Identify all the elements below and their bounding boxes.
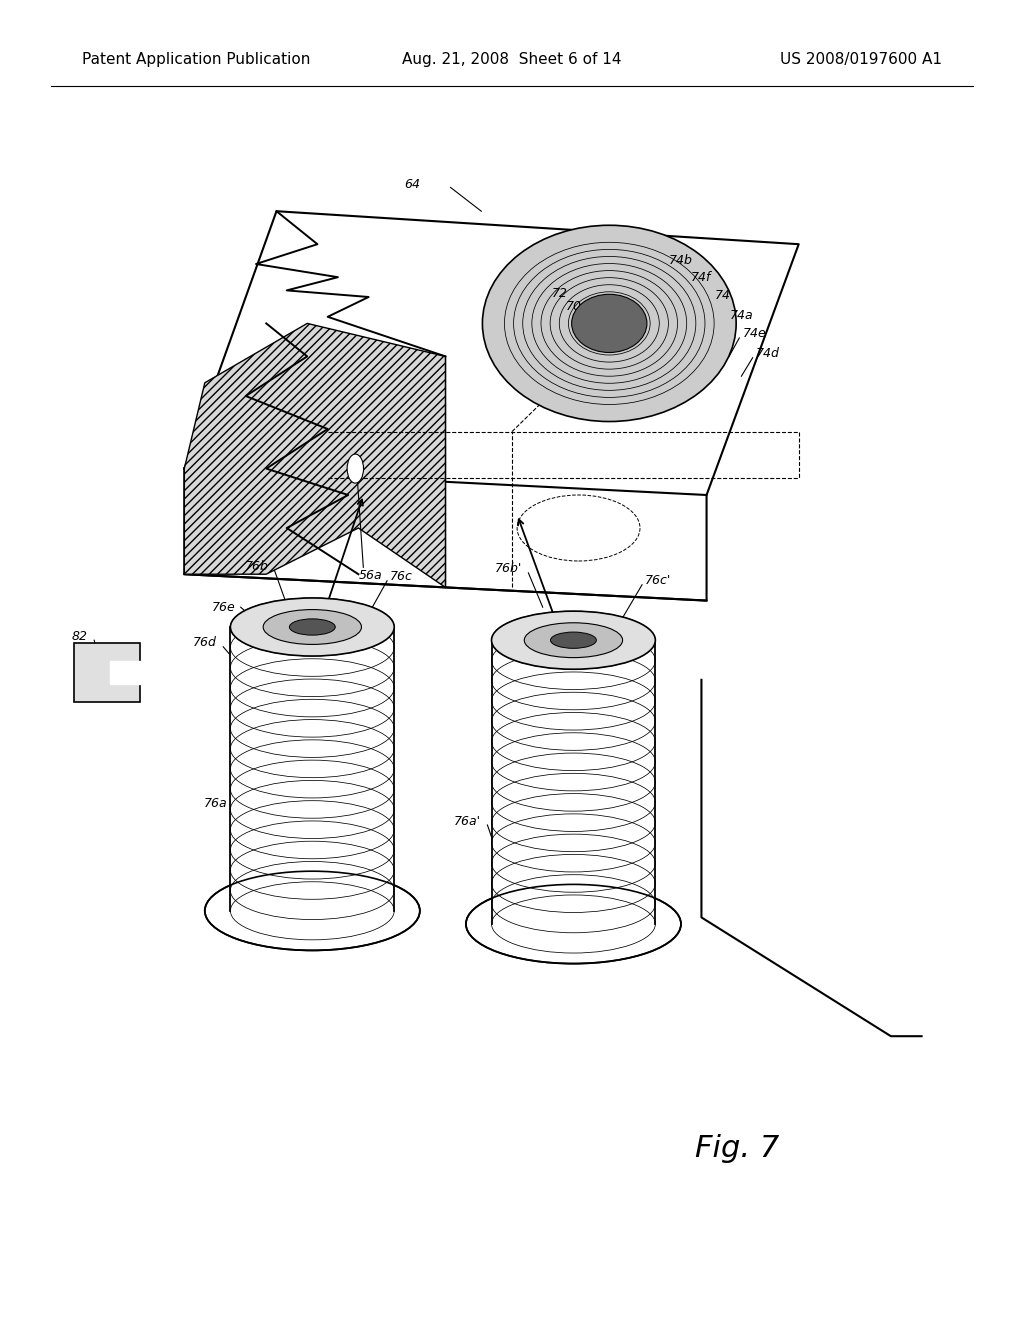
- Text: 76c: 76c: [390, 570, 413, 583]
- Ellipse shape: [290, 619, 335, 635]
- Ellipse shape: [230, 598, 394, 656]
- Text: 64: 64: [403, 178, 420, 191]
- Text: Aug. 21, 2008  Sheet 6 of 14: Aug. 21, 2008 Sheet 6 of 14: [402, 51, 622, 67]
- Text: US 2008/0197600 A1: US 2008/0197600 A1: [780, 51, 942, 67]
- Polygon shape: [74, 643, 140, 702]
- Text: 76b: 76b: [245, 560, 268, 573]
- Ellipse shape: [482, 226, 736, 421]
- Ellipse shape: [492, 611, 655, 669]
- Ellipse shape: [263, 610, 361, 644]
- Text: 74d: 74d: [756, 347, 779, 360]
- Ellipse shape: [551, 632, 596, 648]
- Text: 74: 74: [715, 289, 731, 302]
- Ellipse shape: [571, 294, 647, 352]
- Ellipse shape: [524, 623, 623, 657]
- Polygon shape: [492, 640, 655, 924]
- Text: 74b: 74b: [669, 253, 692, 267]
- Text: 74e: 74e: [742, 327, 766, 341]
- Text: 72: 72: [552, 286, 568, 300]
- Ellipse shape: [466, 884, 681, 964]
- Ellipse shape: [347, 454, 364, 483]
- Ellipse shape: [205, 871, 420, 950]
- Text: 56a: 56a: [358, 569, 382, 582]
- Polygon shape: [184, 323, 445, 587]
- Text: 76d: 76d: [194, 636, 217, 649]
- Text: 76c': 76c': [645, 574, 672, 587]
- Text: 76e: 76e: [212, 601, 236, 614]
- Text: 76': 76': [495, 845, 514, 858]
- Text: 82: 82: [72, 630, 88, 643]
- Text: Patent Application Publication: Patent Application Publication: [82, 51, 310, 67]
- Text: 70: 70: [565, 300, 582, 313]
- Text: 76: 76: [244, 832, 260, 845]
- Polygon shape: [230, 627, 394, 911]
- Text: Fig. 7: Fig. 7: [695, 1134, 779, 1163]
- Text: 76b': 76b': [495, 562, 522, 576]
- Text: 76a': 76a': [455, 814, 481, 828]
- Text: 74f: 74f: [691, 271, 712, 284]
- Text: 74a: 74a: [730, 309, 754, 322]
- Text: 76a: 76a: [204, 797, 227, 810]
